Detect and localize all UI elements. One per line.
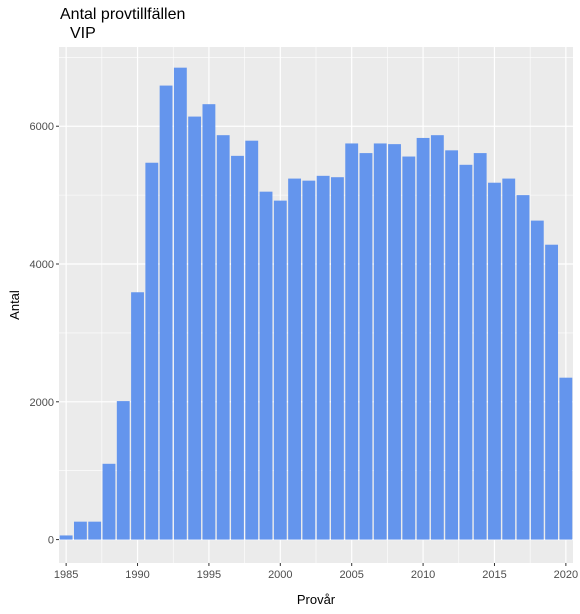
bar-2012 [445, 150, 459, 540]
bar-1992 [159, 85, 173, 540]
x-tick-label: 2005 [339, 569, 363, 581]
bar-1990 [131, 292, 144, 540]
bar-2010 [416, 137, 430, 540]
y-tick-label: 6000 [30, 121, 54, 133]
bar-1993 [173, 67, 187, 540]
bar-2008 [388, 144, 401, 540]
bar-2006 [359, 153, 373, 540]
x-axis: 1985 1990 1995 2000 2005 2010 2015 2020 [54, 563, 578, 581]
chart-title: Antal provtillfällen [60, 6, 186, 23]
y-tick-label: 0 [48, 535, 54, 547]
bar-1991 [145, 162, 159, 540]
bar-1995 [202, 104, 216, 540]
bar-1997 [231, 155, 244, 540]
bar-2004 [330, 177, 344, 540]
x-tick-label: 2015 [482, 569, 506, 581]
x-tick-label: 1985 [54, 569, 78, 581]
minor-gridlines [59, 47, 573, 563]
bar-2015 [488, 182, 501, 540]
bar-2007 [373, 143, 387, 540]
y-tick-label: 4000 [30, 259, 54, 271]
bar-2014 [473, 153, 487, 540]
bar-2009 [402, 156, 416, 540]
y-tick-label: 2000 [30, 397, 54, 409]
x-tick-label: 1990 [125, 569, 149, 581]
bar-2002 [302, 180, 316, 540]
x-tick-label: 2000 [268, 569, 292, 581]
bar-1987 [88, 521, 102, 540]
bar-1988 [102, 463, 116, 540]
chart-subtitle: VIP [70, 25, 96, 42]
bar-2016 [502, 178, 516, 540]
bar-2020 [559, 377, 573, 540]
bar-1996 [216, 135, 230, 540]
x-tick-label: 1995 [197, 569, 221, 581]
bar-2001 [288, 178, 302, 540]
bar-1994 [188, 116, 202, 540]
bars [59, 67, 573, 540]
x-tick-label: 2020 [554, 569, 578, 581]
y-axis: 0 2000 4000 6000 [30, 121, 59, 547]
bar-2005 [345, 143, 359, 540]
x-tick-label: 2010 [411, 569, 435, 581]
x-axis-title: Provår [297, 592, 336, 607]
bar-2017 [516, 195, 530, 540]
bar-1999 [259, 191, 273, 540]
bar-2013 [459, 164, 473, 540]
bar-2019 [545, 244, 559, 540]
bar-2000 [273, 200, 287, 540]
y-axis-title: Antal [7, 290, 22, 320]
bar-2003 [316, 175, 330, 540]
bar-1998 [245, 140, 259, 540]
bar-1986 [73, 521, 87, 540]
bar-1985 [59, 535, 73, 540]
bar-2011 [430, 135, 444, 540]
bar-2018 [530, 220, 544, 540]
bar-1989 [116, 401, 130, 540]
